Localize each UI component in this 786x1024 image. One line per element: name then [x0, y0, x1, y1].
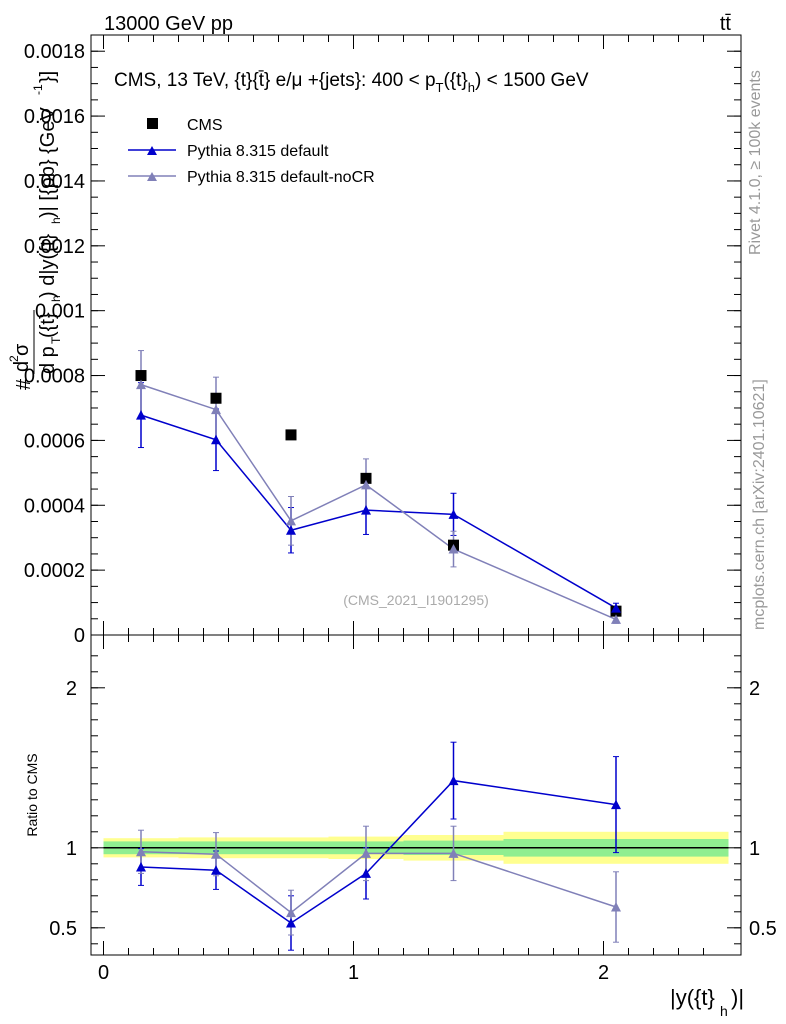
- pythia-nocr-point: [286, 515, 296, 526]
- ratio-nocr-point: [286, 907, 296, 918]
- pythia-default-point: [611, 603, 621, 613]
- svg-text:h: h: [49, 217, 63, 224]
- svg-text:|y({t}: |y({t}: [670, 985, 715, 1010]
- svg-text:#: #: [13, 378, 35, 390]
- legend-default-marker: [147, 146, 157, 155]
- legend-default-label: Pythia 8.315 default: [187, 143, 329, 160]
- cms-data-point: [360, 472, 372, 484]
- ratio-y-tick-label-right: 0.5: [749, 918, 777, 940]
- main-y-tick-label: 0.0004: [24, 495, 85, 517]
- svg-text:}]: }]: [37, 71, 59, 83]
- ratio-y-tick-label: 1: [66, 838, 77, 860]
- main-series-line: [140, 414, 617, 609]
- ratio-default-point: [136, 862, 146, 872]
- x-axis-label: |y({t} h )|: [670, 985, 744, 1019]
- ratio-default-point: [361, 868, 371, 878]
- pythia-default-point: [361, 505, 371, 515]
- ratio-y-axis-label: Ratio to CMS: [24, 753, 40, 836]
- main-y-tick-label: 0.0006: [24, 430, 85, 452]
- cms-data-point: [135, 370, 147, 382]
- main-y-tick-label: 0.001: [35, 301, 85, 323]
- pythia-nocr-point: [136, 379, 146, 390]
- svg-text:)| [{pb} {GeV: )| [{pb} {GeV: [37, 107, 59, 218]
- ratio-nocr-point: [136, 846, 146, 857]
- main-y-tick-label: 0.0012: [24, 236, 85, 258]
- svg-text:h: h: [49, 295, 63, 302]
- main-axes: 0 0.0002 0.0004 0.0006 0.0008 0.001 0.0012 0.00…: [24, 34, 741, 647]
- ratio-panel: 0.5 0.5 1 1 2 2 0 1 2 Ratio to CMS |y({t} h )|: [24, 634, 777, 1019]
- pythia-default-point: [448, 509, 459, 519]
- ratio-nocr-point: [211, 849, 221, 859]
- ratio-y-tick-label: 0.5: [49, 918, 77, 940]
- legend-cms-marker: [147, 118, 158, 129]
- cms-data-point: [285, 429, 297, 441]
- svg-text:σ: σ: [11, 343, 33, 356]
- legend: CMS Pythia 8.315 default Pythia 8.315 de…: [128, 117, 375, 186]
- legend-nocr-label: Pythia 8.315 default-noCR: [187, 169, 375, 186]
- analysis-watermark: (CMS_2021_I1901295): [343, 592, 489, 608]
- svg-text:({t}: ({t}: [37, 312, 59, 338]
- cms-data-point: [210, 392, 222, 404]
- ratio-default-point: [211, 865, 221, 875]
- energy-label: 13000 GeV pp: [104, 13, 233, 35]
- pythia-nocr-point: [611, 614, 621, 624]
- rivet-version-label: Rivet 4.1.0, ≥ 100k events: [747, 70, 764, 255]
- svg-text:T: T: [49, 336, 63, 344]
- svg-text:2: 2: [7, 355, 21, 362]
- x-tick-label: 1: [348, 962, 359, 984]
- ratio-uncertainty-bands: [103, 831, 729, 864]
- svg-text:h: h: [720, 1003, 728, 1019]
- main-series-line: [140, 383, 617, 621]
- legend-nocr-marker: [147, 172, 157, 181]
- ratio-nocr-point: [448, 848, 459, 858]
- svg-text:d p: d p: [37, 346, 59, 374]
- ratio-frame: [90, 634, 742, 956]
- main-y-tick-label: 0.0008: [24, 366, 85, 388]
- pythia-default-point: [286, 525, 296, 535]
- svg-text:d: d: [11, 361, 33, 372]
- main-y-tick-label: 0.0018: [24, 41, 85, 63]
- ratio-series-line: [140, 779, 617, 924]
- main-series-lines: [138, 350, 619, 624]
- main-y-tick-label: 0.0014: [24, 171, 85, 193]
- x-tick-label: 0: [98, 962, 109, 984]
- pythia-default-point: [211, 434, 221, 445]
- main-y-axis-label: # d 2 σ d p T ({t} h ) d|y({t} h )| [{pb…: [7, 71, 63, 390]
- pythia-default-point: [136, 410, 146, 420]
- svg-text:)|: )|: [731, 985, 744, 1010]
- mcplots-label: mcplots.cern.ch [arXiv:2401.10621]: [751, 379, 768, 630]
- ratio-default-point: [448, 775, 459, 786]
- main-y-tick-label: 0.0016: [24, 106, 85, 128]
- svg-text:) d|y({t}: ) d|y({t}: [37, 234, 59, 298]
- ratio-series-markers: [136, 775, 621, 928]
- ratio-y-tick-label-right: 2: [749, 678, 760, 700]
- ratio-series-line: [140, 851, 617, 914]
- main-y-tick-label: 0: [74, 625, 85, 647]
- ratio-axes: 0.5 0.5 1 1 2 2 0 1 2: [49, 635, 777, 984]
- svg-text:-1: -1: [31, 84, 45, 95]
- ratio-default-point: [286, 918, 296, 928]
- legend-cms-label: CMS: [187, 117, 223, 134]
- main-panel: 0 0.0002 0.0004 0.0006 0.0008 0.001 0.0012 0.00…: [7, 34, 742, 647]
- pythia-nocr-point: [211, 404, 221, 415]
- main-y-tick-label: 0.0002: [24, 560, 85, 582]
- ratio-default-point: [611, 799, 621, 810]
- x-tick-label: 2: [598, 962, 609, 984]
- chart-title: CMS, 13 TeV, {t}{t̄} e/μ +{jets}: 400 < …: [114, 70, 589, 95]
- ratio-nocr-point: [611, 902, 621, 912]
- ratio-y-tick-label-right: 1: [749, 838, 760, 860]
- pythia-nocr-point: [448, 544, 459, 554]
- main-series-markers: [135, 370, 622, 624]
- ratio-nocr-point: [361, 848, 371, 858]
- pythia-nocr-point: [361, 479, 371, 490]
- process-label: tt̄: [720, 13, 732, 35]
- ratio-y-tick-label: 2: [66, 678, 77, 700]
